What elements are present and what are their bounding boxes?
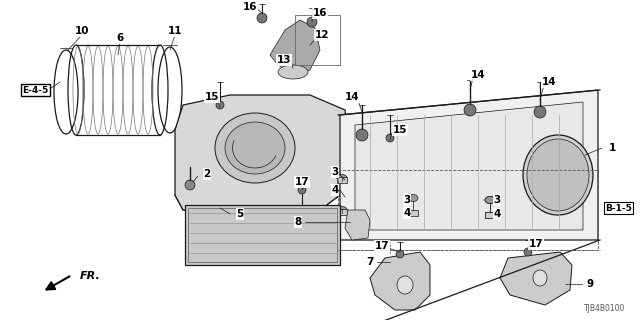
Bar <box>485 212 495 218</box>
Circle shape <box>257 13 267 23</box>
Bar <box>408 210 418 216</box>
Ellipse shape <box>215 113 295 183</box>
Text: 13: 13 <box>276 55 291 65</box>
Circle shape <box>356 129 368 141</box>
Polygon shape <box>355 102 583 230</box>
Circle shape <box>307 17 317 27</box>
Circle shape <box>524 248 532 256</box>
Polygon shape <box>370 252 430 310</box>
Ellipse shape <box>527 139 589 211</box>
Bar <box>337 177 347 183</box>
Ellipse shape <box>225 122 285 174</box>
Text: 8: 8 <box>294 217 301 227</box>
Text: 15: 15 <box>205 92 220 102</box>
Text: B-1-5: B-1-5 <box>605 204 632 212</box>
Text: 16: 16 <box>243 2 257 12</box>
Text: 4: 4 <box>493 209 500 219</box>
Text: 16: 16 <box>313 8 327 18</box>
Polygon shape <box>345 210 370 240</box>
Polygon shape <box>175 175 340 210</box>
Text: 17: 17 <box>529 239 543 249</box>
Ellipse shape <box>278 65 308 79</box>
Text: 3: 3 <box>332 167 339 177</box>
Text: 3: 3 <box>403 195 411 205</box>
Circle shape <box>185 180 195 190</box>
Ellipse shape <box>485 196 495 204</box>
Polygon shape <box>500 252 572 305</box>
Text: 1: 1 <box>609 143 616 153</box>
Circle shape <box>396 250 404 258</box>
Polygon shape <box>340 90 598 240</box>
Ellipse shape <box>408 195 418 202</box>
Ellipse shape <box>337 206 347 213</box>
Text: 15: 15 <box>393 125 407 135</box>
Text: 10: 10 <box>75 26 89 36</box>
Polygon shape <box>175 95 350 210</box>
Text: 14: 14 <box>541 77 556 87</box>
Ellipse shape <box>397 276 413 294</box>
Ellipse shape <box>523 135 593 215</box>
Polygon shape <box>270 20 320 75</box>
Bar <box>185 205 340 265</box>
Text: TJB4B0100: TJB4B0100 <box>584 304 625 313</box>
Bar <box>485 212 495 218</box>
Text: 4: 4 <box>403 208 411 218</box>
Text: 14: 14 <box>470 70 485 80</box>
Text: 17: 17 <box>374 241 389 251</box>
Bar <box>337 209 347 215</box>
Text: 6: 6 <box>116 33 124 43</box>
Text: 2: 2 <box>204 169 211 179</box>
Ellipse shape <box>485 196 495 204</box>
Circle shape <box>464 104 476 116</box>
Ellipse shape <box>337 174 347 181</box>
Text: 14: 14 <box>345 92 359 102</box>
Text: 4: 4 <box>332 185 339 195</box>
Ellipse shape <box>533 270 547 286</box>
Bar <box>338 170 598 250</box>
Circle shape <box>386 134 394 142</box>
Text: 12: 12 <box>315 30 329 40</box>
Text: E-4-5: E-4-5 <box>22 85 48 94</box>
Circle shape <box>216 101 224 109</box>
Text: 11: 11 <box>168 26 182 36</box>
Circle shape <box>534 106 546 118</box>
Bar <box>295 15 340 65</box>
Text: 17: 17 <box>294 177 309 187</box>
Text: 7: 7 <box>366 257 374 267</box>
Circle shape <box>298 186 306 194</box>
Bar <box>188 208 337 262</box>
Text: 3: 3 <box>493 195 500 205</box>
Text: 9: 9 <box>586 279 593 289</box>
Text: 5: 5 <box>236 209 244 219</box>
Text: FR.: FR. <box>80 271 100 281</box>
